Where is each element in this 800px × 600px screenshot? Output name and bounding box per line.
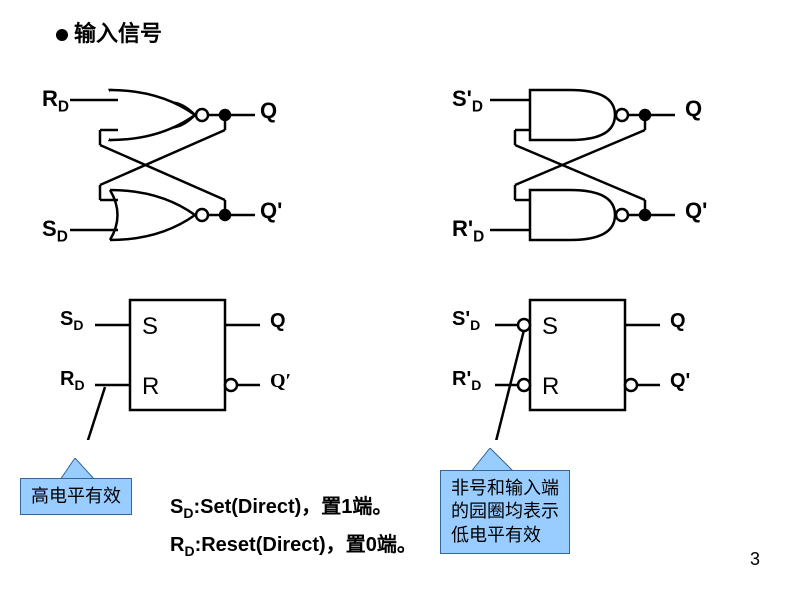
svg-text:R: R [142,373,159,400]
label-q-block-right: Q [670,310,686,333]
callout-left: 高电平有效 [20,478,132,515]
label-sd: SD [42,216,68,246]
page-number: 3 [750,549,760,570]
label-q-top-right: Q [685,96,702,122]
label-rpd: R'D [452,216,484,246]
label-qp-top-right: Q' [685,198,707,224]
definition-rd: RD:Reset(Direct)，置0端。 [170,528,417,559]
label-q-top-left: Q [260,98,277,124]
label-spd-block: S'D [452,308,480,333]
label-rpd-block: R'D [452,368,481,393]
svg-text:S: S [542,313,558,340]
sr-block-right: S R [460,290,680,440]
svg-text:R: R [542,373,559,400]
nand-latch-diagram [460,70,710,260]
label-spd: S'D [452,86,483,116]
title-text: 输入信号 [74,21,162,46]
label-qp-top-left: Q' [260,198,282,224]
callout-right: 非号和输入端 的园圈均表示 低电平有效 [440,470,570,554]
label-sd-block: SD [60,308,83,333]
label-rd-block: RD [60,368,85,393]
label-rd: RD [42,86,69,116]
label-qp-block-left: Q′ [270,370,291,393]
definition-sd: SD:Set(Direct)，置1端。 [170,490,392,521]
svg-text:S: S [142,313,158,340]
bullet-icon [56,29,68,41]
nor-latch-diagram [40,70,290,260]
label-q-block-left: Q [270,310,286,333]
sr-block-left: S R [60,290,280,440]
page-title: 输入信号 [56,16,162,48]
label-qp-block-right: Q' [670,370,690,393]
